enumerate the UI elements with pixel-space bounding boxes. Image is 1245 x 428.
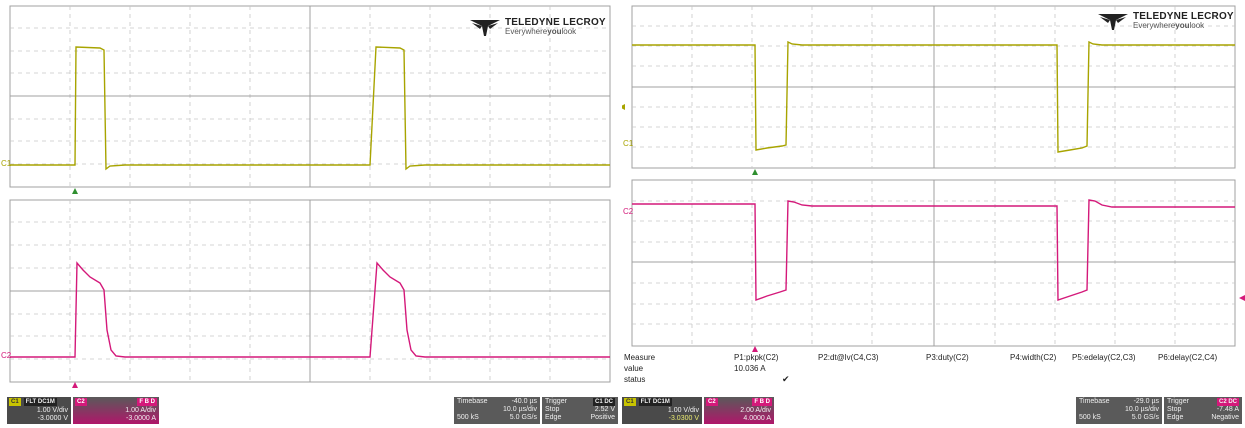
- timebase-samplerate: 5.0 GS/s: [1131, 414, 1159, 421]
- teledyne-logo: TELEDYNE LECROY Everywhereyoulook: [470, 18, 606, 36]
- trigger-tile-right[interactable]: Trigger C2 DC Stop -7.48 A Edge Negative: [1164, 397, 1242, 424]
- param-p4[interactable]: P4:width(C2): [1010, 353, 1057, 362]
- grid-upper-left: [9, 5, 611, 188]
- channel2-offset: -3.0000 A: [126, 415, 156, 422]
- channel2-tile-right[interactable]: C2 F B D 2.00 A/div 4.0000 A: [704, 397, 774, 424]
- channel1-tile-right[interactable]: C1 FLT DC1M 1.00 V/div -3.0300 V: [622, 397, 702, 424]
- trigger-slope: Positive: [590, 414, 615, 421]
- channel1-offset: -3.0300 V: [668, 415, 699, 422]
- param-p1[interactable]: P1:pkpk(C2): [734, 353, 779, 362]
- status-label: status: [624, 375, 646, 384]
- brand-name: TELEDYNE LECROY: [505, 17, 606, 28]
- param-p5[interactable]: P5:edelay(C2,C3): [1072, 353, 1136, 362]
- c2-ground-marker: C2: [1, 351, 12, 360]
- channel2-offset: 4.0000 A: [743, 415, 771, 422]
- trigger-badge: C1 DC: [592, 398, 615, 406]
- channel2-badge: C2: [75, 398, 87, 406]
- channel1-badge: C1: [624, 398, 636, 406]
- channel1-tile-left[interactable]: C1 FLT DC1M 1.00 V/div -3.0000 V: [7, 397, 71, 424]
- p1-value: 10.036 A: [734, 364, 766, 373]
- timebase-label: Timebase: [1079, 398, 1110, 405]
- trigger-mode: Stop: [545, 406, 560, 413]
- timebase-tile-right[interactable]: Timebase -29.0 µs 10.0 µs/div 500 kS 5.0 G…: [1076, 397, 1162, 424]
- timebase-samplerate: 5.0 GS/s: [509, 414, 537, 421]
- channel1-badge: C1: [9, 398, 21, 406]
- channel1-vdiv: 1.00 V/div: [667, 407, 699, 414]
- waveform-area-left: [9, 5, 611, 388]
- timebase-delay: -40.0 µs: [511, 398, 537, 405]
- p1-status-check-icon: ✔: [782, 374, 790, 384]
- channel2-coupling: F B D: [137, 398, 157, 406]
- measure-table: Measure P1:pkpk(C2) P2:dt@lv(C4,C3) P3:d…: [624, 352, 1244, 390]
- trigger-position-marker-right-c2: [752, 346, 758, 352]
- trigger-level-marker-c1: [622, 104, 625, 110]
- trigger-badge: C2 DC: [1216, 398, 1239, 406]
- timebase-points: 500 kS: [1079, 414, 1101, 421]
- channel2-vdiv: 2.00 A/div: [740, 407, 771, 414]
- channel1-coupling: FLT DC1M: [638, 398, 672, 406]
- param-p6[interactable]: P6:delay(C2,C4): [1158, 353, 1218, 362]
- channel1-offset: -3.0000 V: [37, 415, 68, 422]
- teledyne-logo-icon: [470, 20, 500, 36]
- trigger-slope: Negative: [1211, 414, 1239, 421]
- channel1-vdiv: 1.00 V/div: [36, 407, 68, 414]
- grid-lower-right: [631, 179, 1236, 347]
- trigger-level: -7.48 A: [1216, 406, 1239, 413]
- channel2-badge: C2: [706, 398, 718, 406]
- channel1-coupling: FLT DC1M: [23, 398, 57, 406]
- param-p3[interactable]: P3:duty(C2): [926, 353, 969, 362]
- timebase-label: Timebase: [457, 398, 488, 405]
- c2-trace-right: [632, 199, 1235, 301]
- measure-header-row: Measure P1:pkpk(C2) P2:dt@lv(C4,C3) P3:d…: [624, 352, 1244, 363]
- c1-ground-marker: C1: [1, 159, 12, 168]
- trigger-type: Edge: [545, 414, 562, 421]
- grid-upper-right: [631, 5, 1236, 169]
- timebase-tdiv: 10.0 µs/div: [1125, 406, 1159, 413]
- brand-tagline: Everywhereyoulook: [1133, 21, 1205, 30]
- timebase-tile-left[interactable]: Timebase -40.0 µs 10.0 µs/div 500 kS 5.0 G…: [454, 397, 540, 424]
- scope-screen-left: C1 C2 TELEDYNE LECROY Everywhereyoulook: [0, 0, 620, 428]
- channel2-coupling: F B D: [752, 398, 772, 406]
- trigger-level: 2.52 V: [594, 406, 615, 413]
- trigger-position-marker-c2: [72, 382, 78, 388]
- c1-ground-marker-right: C1: [623, 139, 634, 148]
- trigger-label: Trigger: [1167, 398, 1189, 405]
- measure-status-row: status ✔: [624, 374, 1244, 385]
- trigger-mode: Stop: [1167, 406, 1182, 413]
- scope-screen-right: C1 C2 TELEDYNE LECROY Everywhereyoulook: [622, 0, 1245, 428]
- trigger-type: Edge: [1167, 414, 1184, 421]
- waveform-area-right: [622, 5, 1245, 352]
- c1-trace-left: [10, 46, 610, 171]
- c1-trace-right: [632, 40, 1235, 153]
- timebase-tdiv: 10.0 µs/div: [503, 406, 537, 413]
- param-p2[interactable]: P2:dt@lv(C4,C3): [818, 353, 879, 362]
- timebase-points: 500 kS: [457, 414, 479, 421]
- value-label: value: [624, 364, 644, 373]
- trigger-tile-left[interactable]: Trigger C1 DC Stop 2.52 V Edge Positive: [542, 397, 618, 424]
- brand-name: TELEDYNE LECROY: [1133, 11, 1234, 22]
- teledyne-logo-icon: [1098, 14, 1128, 30]
- measure-value-row: value 10.036 A: [624, 363, 1244, 374]
- channel2-tile-left[interactable]: C2 F B D 1.00 A/div -3.0000 A: [73, 397, 159, 424]
- trigger-position-marker: [72, 188, 78, 194]
- measure-label: Measure: [624, 353, 656, 362]
- grid-lower-left: [9, 199, 611, 383]
- trigger-position-marker-right: [752, 169, 758, 175]
- trigger-level-marker-c2: [1239, 295, 1245, 301]
- timebase-delay: -29.0 µs: [1133, 398, 1159, 405]
- teledyne-logo-right: TELEDYNE LECROY Everywhereyoulook: [1098, 12, 1234, 30]
- brand-tagline: Everywhereyoulook: [505, 27, 577, 36]
- channel2-vdiv: 1.00 A/div: [125, 407, 156, 414]
- c2-ground-marker-right: C2: [623, 207, 634, 216]
- trigger-label: Trigger: [545, 398, 567, 405]
- c2-trace-left: [10, 261, 610, 358]
